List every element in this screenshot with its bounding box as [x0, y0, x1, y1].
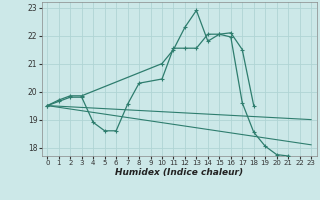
- X-axis label: Humidex (Indice chaleur): Humidex (Indice chaleur): [115, 168, 243, 177]
